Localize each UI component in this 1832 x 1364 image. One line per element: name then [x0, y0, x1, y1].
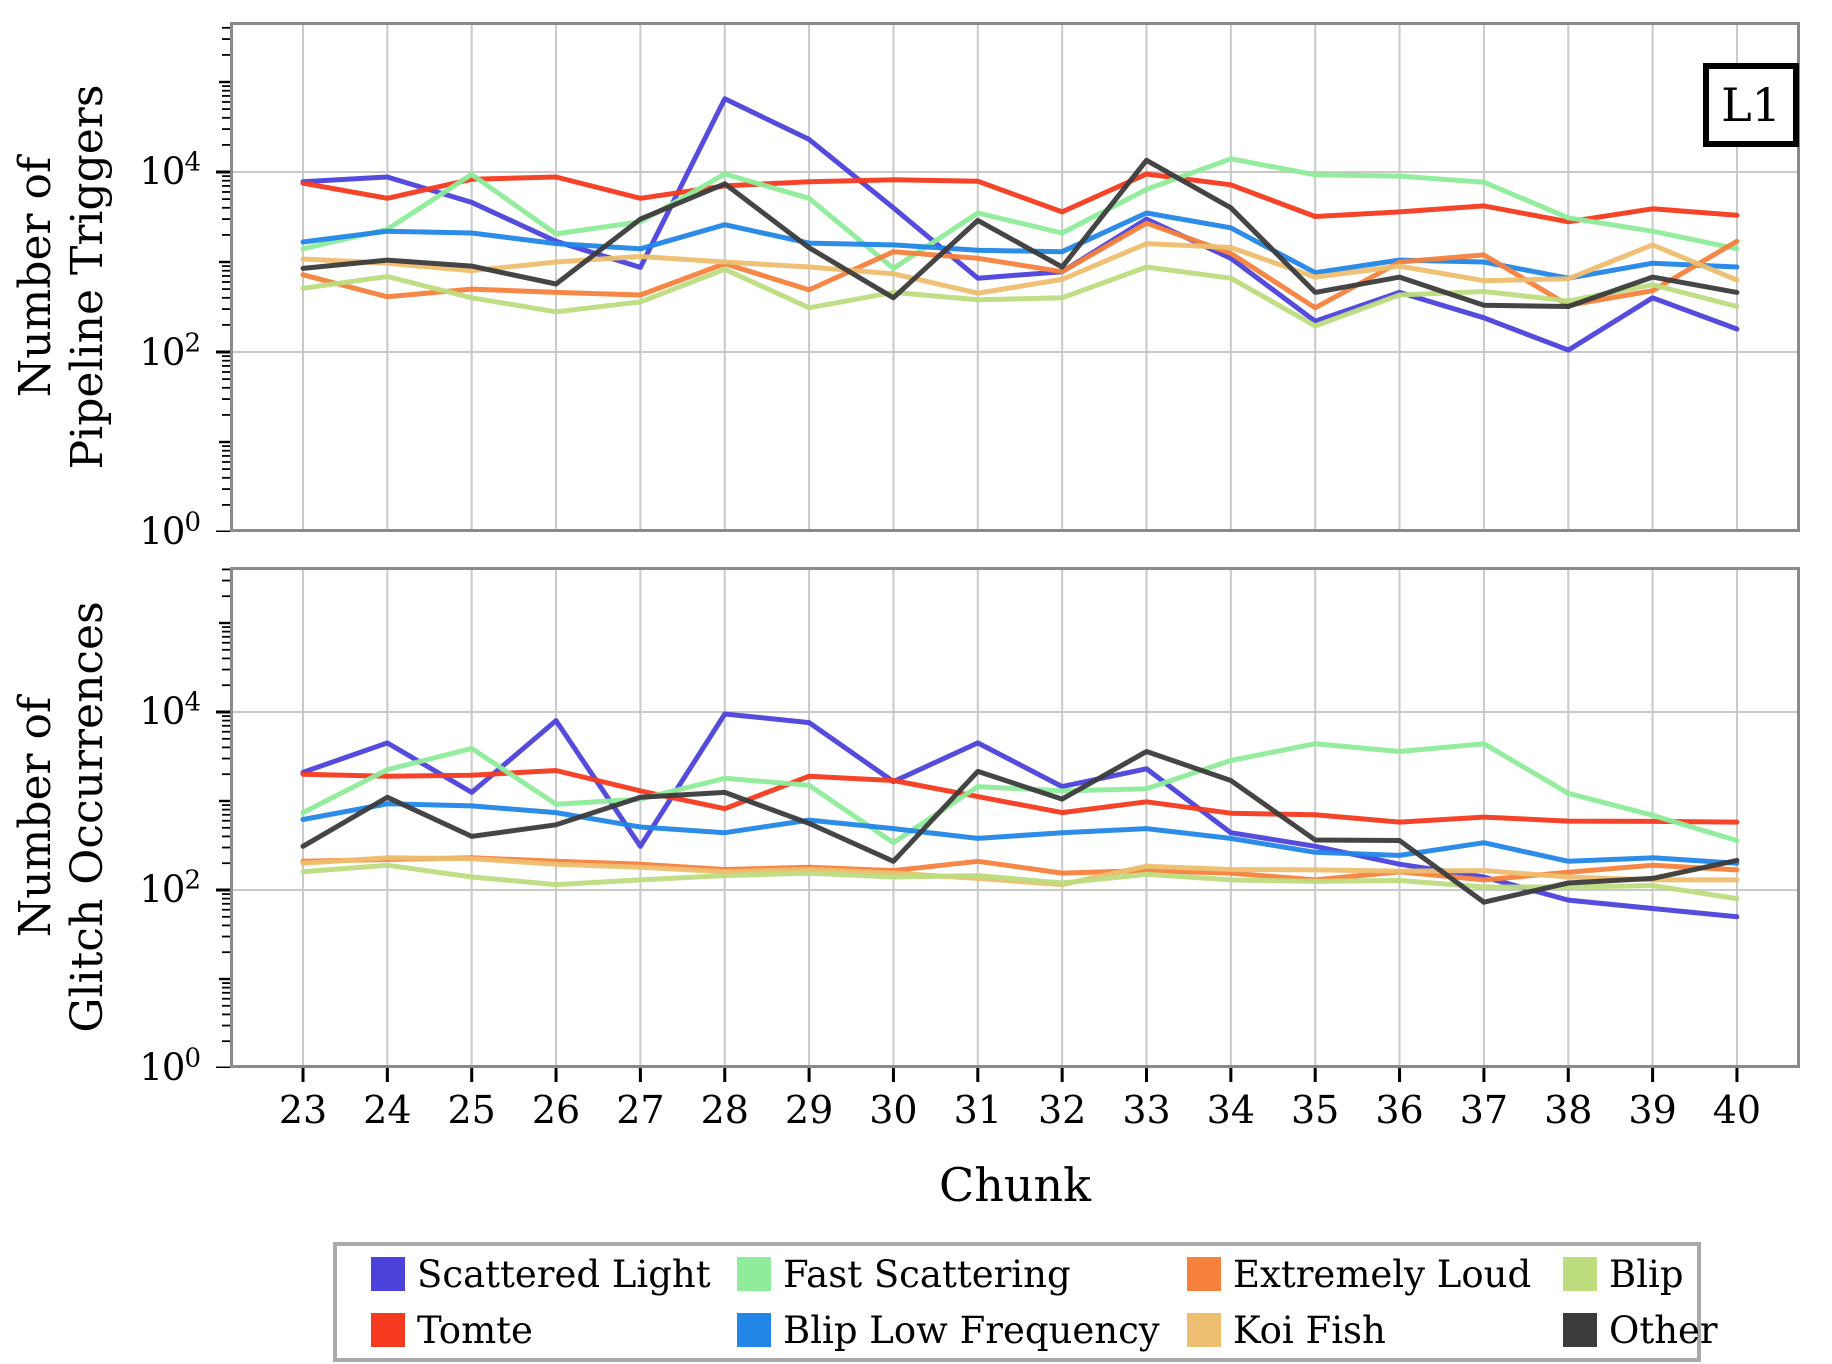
- pipeline-triggers-plot: [230, 22, 1800, 532]
- series-line-koi-fish: [300, 241, 1740, 296]
- y-tick-label-1e0-bottom: 100: [139, 1043, 201, 1089]
- y-axis-title-bottom-line2: Glitch Occurrences: [62, 601, 113, 1033]
- glitch-occurrences-plot: [230, 567, 1800, 1068]
- x-tick-label-28: 28: [700, 1088, 749, 1132]
- legend-item-blip: Blip: [1563, 1246, 1718, 1302]
- x-tick-label-40: 40: [1712, 1088, 1762, 1132]
- legend-swatch-icon: [371, 1257, 405, 1291]
- series-line-fast-scattering: [300, 156, 1740, 271]
- legend-grid: Scattered Light Tomte Fast Scattering Blip …: [337, 1246, 1718, 1358]
- x-tick-label-36: 36: [1375, 1088, 1424, 1132]
- legend-item-extremely-loud: Extremely Loud: [1187, 1246, 1563, 1302]
- plot-frame: [230, 22, 1800, 532]
- y-axis-title-top-line2: Pipeline Triggers: [62, 84, 113, 470]
- x-tick-label-30: 30: [869, 1088, 918, 1132]
- detector-label-box: L1: [1703, 63, 1799, 147]
- series-line-extremely-loud: [300, 855, 1740, 883]
- legend-swatch-icon: [737, 1257, 771, 1291]
- legend-swatch-icon: [1187, 1257, 1221, 1291]
- series-line-blip: [300, 264, 1740, 329]
- legend-swatch-icon: [1187, 1313, 1221, 1347]
- x-tick-label-23: 23: [278, 1088, 328, 1132]
- legend-swatch-icon: [1563, 1257, 1597, 1291]
- series-line-scattered-light: [300, 96, 1740, 353]
- y-axis-title-top: Number of Pipeline Triggers: [10, 17, 114, 537]
- y-axis-title-bottom: Number of Glitch Occurrences: [10, 557, 114, 1077]
- x-tick-label-26: 26: [531, 1088, 581, 1132]
- series-line-fast-scattering: [300, 741, 1740, 846]
- legend-item-blip-low-frequency: Blip Low Frequency: [737, 1302, 1187, 1358]
- legend-label: Scattered Light: [417, 1252, 711, 1296]
- y-axis-ticks-bottom: [216, 568, 230, 1068]
- legend-label: Tomte: [417, 1308, 533, 1352]
- detector-label: L1: [1721, 78, 1781, 132]
- x-tick-label-38: 38: [1544, 1088, 1593, 1132]
- series-line-blip: [300, 862, 1740, 902]
- series-line-blip-low-frequency: [300, 801, 1740, 866]
- y-tick-label-1e2-bottom: 102: [139, 865, 201, 911]
- y-tick-label-1e2-top: 102: [139, 328, 201, 374]
- x-tick-label-33: 33: [1122, 1088, 1171, 1132]
- legend-item-scattered-light: Scattered Light: [371, 1246, 737, 1302]
- x-tick-label-29: 29: [784, 1088, 834, 1132]
- x-tick-label-31: 31: [953, 1088, 1002, 1132]
- x-tick-label-37: 37: [1459, 1088, 1509, 1132]
- legend-label: Blip: [1609, 1252, 1684, 1296]
- legend-swatch-icon: [1563, 1313, 1597, 1347]
- legend-label: Koi Fish: [1233, 1308, 1386, 1352]
- x-tick-label-24: 24: [363, 1088, 412, 1132]
- x-tick-label-32: 32: [1037, 1088, 1087, 1132]
- y-tick-label-1e4-top: 104: [139, 147, 201, 193]
- series-line-other: [300, 157, 1740, 309]
- legend-box: Scattered Light Tomte Fast Scattering Blip …: [333, 1242, 1718, 1362]
- x-tick-label-27: 27: [616, 1088, 665, 1132]
- legend-swatch-icon: [371, 1313, 405, 1347]
- x-tick-label-34: 34: [1206, 1088, 1256, 1132]
- x-tick-label-39: 39: [1628, 1088, 1677, 1132]
- legend-swatch-icon: [737, 1313, 771, 1347]
- legend-item-tomte: Tomte: [371, 1302, 737, 1358]
- series-line-tomte: [300, 171, 1740, 225]
- x-axis-ticks: [301, 1068, 1739, 1082]
- legend-label: Other: [1609, 1308, 1718, 1352]
- legend-label: Blip Low Frequency: [783, 1308, 1160, 1352]
- legend-item-other: Other: [1563, 1302, 1718, 1358]
- x-tick-labels: 23 24 25 26 27 28 29 30 31 32 33 34 35 36 37 38 39 40: [0, 1088, 1832, 1134]
- legend-label: Fast Scattering: [783, 1252, 1071, 1296]
- legend-label: Extremely Loud: [1233, 1252, 1532, 1296]
- x-axis-title: Chunk: [939, 1158, 1091, 1212]
- x-tick-label-25: 25: [447, 1088, 496, 1132]
- legend-item-koi-fish: Koi Fish: [1187, 1302, 1563, 1358]
- y-tick-label-1e0-top: 100: [139, 507, 201, 553]
- y-tick-label-1e4-bottom: 104: [139, 687, 201, 733]
- plot-frame: [230, 567, 1800, 1068]
- x-tick-label-35: 35: [1291, 1088, 1340, 1132]
- y-axis-ticks-top: [216, 26, 230, 532]
- legend-item-fast-scattering: Fast Scattering: [737, 1246, 1187, 1302]
- series-line-other: [300, 749, 1740, 905]
- y-axis-title-top-line1: Number of: [10, 156, 61, 398]
- series-line-extremely-loud: [300, 220, 1740, 311]
- series-line-tomte: [300, 768, 1740, 825]
- y-axis-title-bottom-line1: Number of: [10, 696, 61, 938]
